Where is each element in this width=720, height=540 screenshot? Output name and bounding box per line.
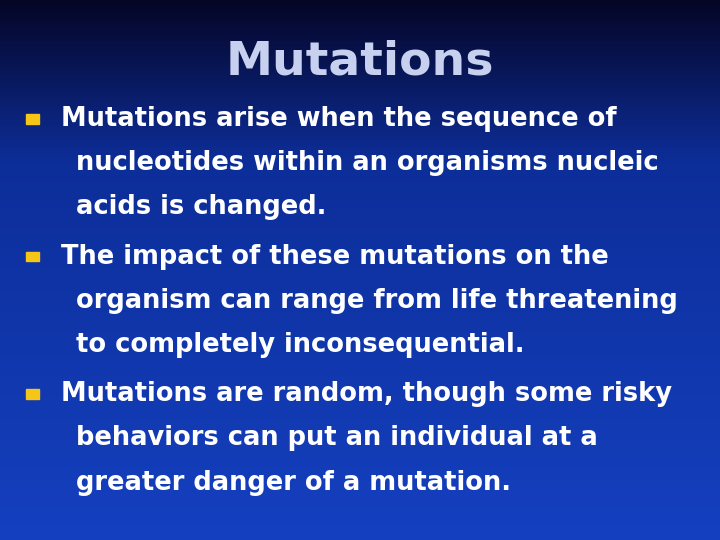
Text: Mutations are random, though some risky: Mutations are random, though some risky xyxy=(61,381,672,407)
FancyBboxPatch shape xyxy=(26,114,39,124)
FancyBboxPatch shape xyxy=(26,389,39,399)
Text: to completely inconsequential.: to completely inconsequential. xyxy=(76,332,524,358)
Text: greater danger of a mutation.: greater danger of a mutation. xyxy=(76,470,510,496)
Text: behaviors can put an individual at a: behaviors can put an individual at a xyxy=(76,426,598,451)
FancyBboxPatch shape xyxy=(26,252,39,261)
Text: Mutations: Mutations xyxy=(226,39,494,85)
Text: The impact of these mutations on the: The impact of these mutations on the xyxy=(61,244,609,269)
Text: Mutations arise when the sequence of: Mutations arise when the sequence of xyxy=(61,106,617,132)
Text: nucleotides within an organisms nucleic: nucleotides within an organisms nucleic xyxy=(76,150,658,176)
Text: organism can range from life threatening: organism can range from life threatening xyxy=(76,288,678,314)
Text: acids is changed.: acids is changed. xyxy=(76,194,326,220)
